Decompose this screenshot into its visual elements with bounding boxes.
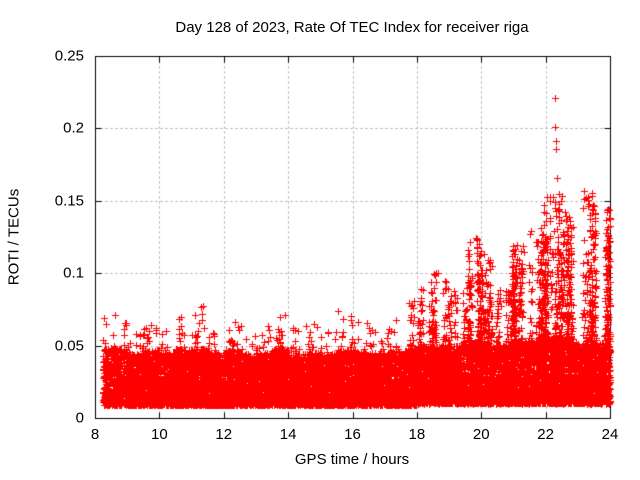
x-axis-label: GPS time / hours bbox=[294, 451, 410, 468]
y-tick-label: 0.25 bbox=[54, 47, 84, 65]
x-tick-label: 10 bbox=[151, 426, 168, 443]
y-tick-label: 0 bbox=[75, 409, 84, 427]
y-tick-label: 0.1 bbox=[63, 264, 84, 282]
y-tick-label: 0.05 bbox=[54, 337, 84, 355]
x-tick-label: 16 bbox=[344, 426, 361, 443]
x-tick-label: 14 bbox=[279, 426, 297, 443]
x-tick-label: 18 bbox=[408, 426, 426, 443]
y-tick-label: 0.15 bbox=[54, 192, 84, 210]
x-tick-label: 22 bbox=[537, 426, 554, 443]
x-tick-label: 12 bbox=[215, 426, 233, 443]
x-tick-label: 24 bbox=[601, 426, 619, 443]
x-tick-label: 20 bbox=[472, 426, 490, 443]
y-tick-label: 0.2 bbox=[63, 119, 84, 137]
chart-title: Day 128 of 2023, Rate Of TEC Index for r… bbox=[175, 19, 529, 36]
x-tick-label: 8 bbox=[90, 426, 100, 443]
